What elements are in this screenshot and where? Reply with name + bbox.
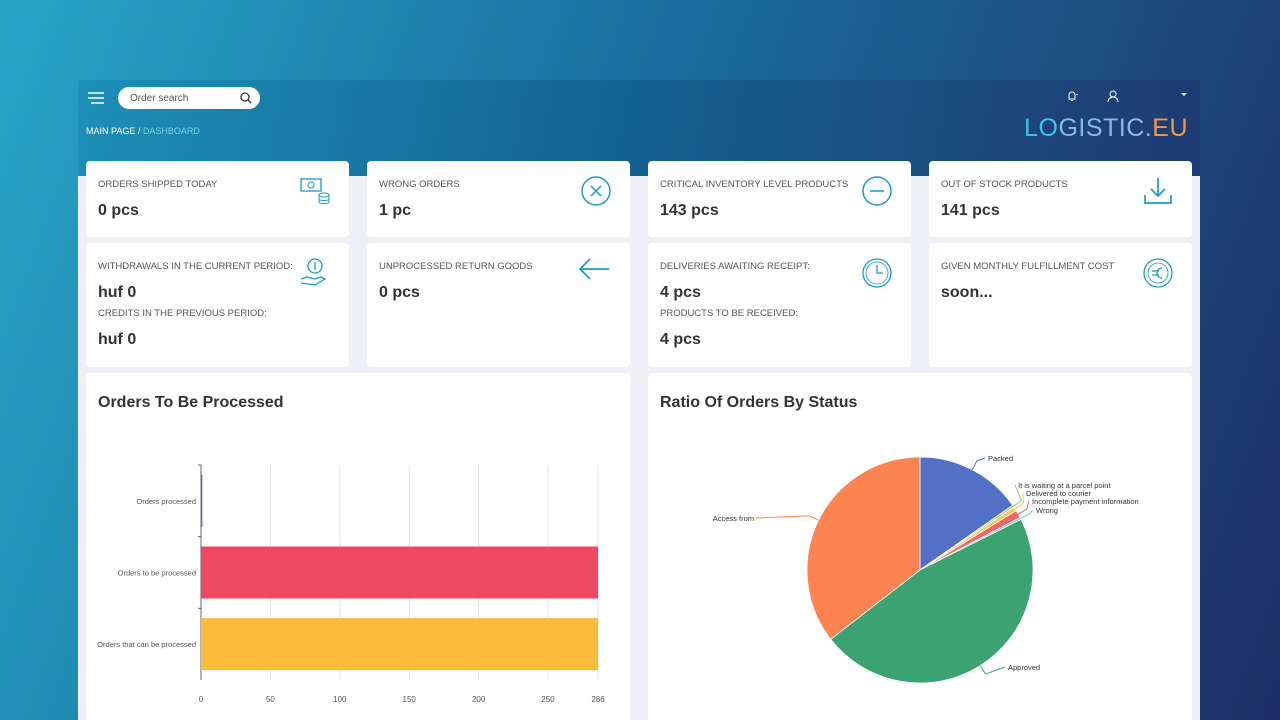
pie-chart: Ratio Of Orders By Status Packed It is wa… [660,394,1139,684]
leader-line [1020,509,1034,519]
return-icon [578,258,609,280]
card-value: 1 pc [379,202,412,219]
card-label: DELIVERIES AWAITING RECEIPT: [660,261,810,272]
card-value: huf 0 [98,331,137,348]
notification-icon[interactable] [1066,90,1078,102]
x-tick-label: 50 [266,695,275,704]
dropdown-caret[interactable] [1181,93,1187,97]
cancel-icon [581,176,611,206]
card-value: 0 pcs [379,284,420,301]
stat-card: WRONG ORDERS 1 pc [367,161,630,237]
stat-card: DELIVERIES AWAITING RECEIPT: 4 pcs PRODU… [648,243,911,367]
logo-part: GISTIC. [1058,114,1153,142]
card-value: soon... [941,284,993,301]
bar [201,618,598,671]
pie-slice [919,456,1014,571]
card-label: WRONG ORDERS [379,179,460,190]
slice-label: Incomplete payment information [1032,497,1139,506]
pie-slice [806,456,921,640]
pie-chart-panel: Ratio Of Orders By Status Packed It is wa… [648,373,1192,720]
header: Order search MAIN PAGE / DASHBOARD LOGIS… [78,80,1200,176]
leader-line [1014,492,1024,510]
breadcrumb-item[interactable]: MAIN PAGE [86,126,136,136]
stat-card: GIVEN MONTHLY FULFILLMENT COST soon... [929,243,1192,367]
money-icon [300,178,330,204]
y-tick-label: Orders to be processed [118,569,196,578]
card-value: 141 pcs [941,202,1000,219]
x-tick-label: 100 [333,695,347,704]
coin-hand-icon [300,258,327,286]
y-tick-label: Orders that can be processed [97,640,196,649]
card-value: 4 pcs [660,284,701,301]
breadcrumb-current: DASHBOARD [142,126,200,136]
menu-button[interactable] [88,92,104,104]
euro-icon [1143,258,1173,288]
bar-chart: Orders To Be Processed 0 50 100 150 200 250 28… [97,394,605,704]
chart-title: Orders To Be Processed [98,394,284,411]
slice-label: Wrong [1036,506,1058,515]
clock-icon [862,258,892,288]
search-placeholder: Order search [130,93,189,104]
search-box[interactable]: Order search [118,87,260,109]
slice-label: Access from [713,514,754,523]
leader-line [755,515,819,521]
breadcrumb: MAIN PAGE / DASHBOARD [86,126,200,136]
leader-line [1017,500,1030,515]
x-tick-label: 200 [472,695,486,704]
x-tick-label: 250 [541,695,555,704]
x-tick-label: 150 [403,695,417,704]
card-value: huf 0 [98,284,137,301]
slice-label: It is waiting at a parcel point [1018,481,1111,490]
slice-label: Packed [988,454,1013,463]
logo-part: LO [1024,114,1059,142]
bar [201,474,203,527]
card-label: CRITICAL INVENTORY LEVEL PRODUCTS [660,179,849,190]
minus-icon [862,176,892,206]
download-icon [1144,178,1172,204]
card-value: 143 pcs [660,202,719,219]
card-label: UNPROCESSED RETURN GOODS [379,261,533,272]
card-label: GIVEN MONTHLY FULFILLMENT COST [941,261,1115,272]
stat-card: ORDERS SHIPPED TODAY 0 pcs [86,161,349,237]
x-tick-label: 286 [591,695,605,704]
pie-slice [830,518,1034,684]
card-label: ORDERS SHIPPED TODAY [98,179,218,190]
stat-card: CRITICAL INVENTORY LEVEL PRODUCTS 143 pc… [648,161,911,237]
logo-part: EU [1152,114,1188,142]
card-label: CREDITS IN THE PREVIOUS PERIOD: [98,308,267,319]
stat-card: WITHDRAWALS IN THE CURRENT PERIOD: huf 0… [86,243,349,367]
card-value: 0 pcs [98,202,139,219]
card-label: OUT OF STOCK PRODUCTS [941,179,1068,190]
stat-card: OUT OF STOCK PRODUCTS 141 pcs [929,161,1192,237]
y-tick-label: Orders processed [136,497,196,506]
app: Order search MAIN PAGE / DASHBOARD LOGIS… [78,80,1200,720]
bar [201,546,598,599]
leader-line [971,457,986,471]
stat-card: UNPROCESSED RETURN GOODS 0 pcs [367,243,630,367]
leader-line [1012,484,1023,507]
slice-label: Delivered to courier [1026,489,1092,498]
leader-line [979,665,1006,675]
logo: LOGISTIC.EU [1024,114,1188,143]
slice-label: Approved [1008,663,1040,672]
card-label: PRODUCTS TO BE RECEIVED: [660,308,798,319]
card-value: 4 pcs [660,331,701,348]
x-tick-label: 0 [199,695,204,704]
user-icon[interactable] [1106,89,1120,103]
search-icon [240,92,252,104]
bar-chart-panel: Orders To Be Processed 0 50 100 150 200 250 28… [86,373,630,720]
card-label: WITHDRAWALS IN THE CURRENT PERIOD: [98,261,293,272]
chart-title: Ratio Of Orders By Status [660,394,857,411]
